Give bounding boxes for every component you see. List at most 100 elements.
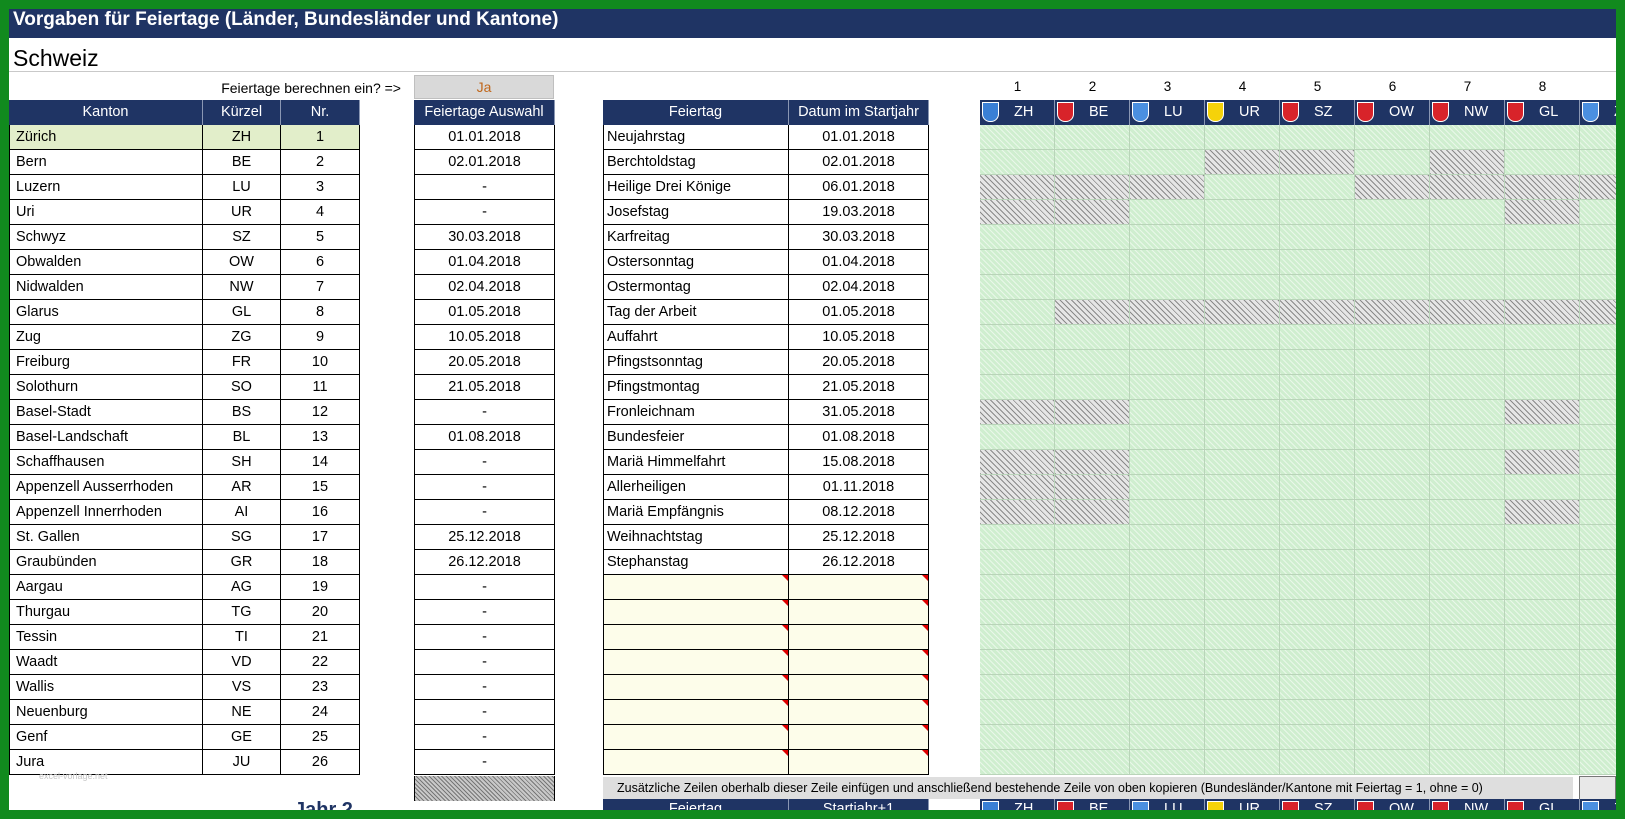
- table-cell[interactable]: Tessin: [9, 625, 203, 650]
- holiday-yes-cell[interactable]: [1130, 550, 1205, 575]
- table-cell[interactable]: Bern: [9, 150, 203, 175]
- holiday-yes-cell[interactable]: [1580, 425, 1616, 450]
- table-cell[interactable]: 23: [281, 675, 360, 700]
- holiday-yes-cell[interactable]: [1130, 225, 1205, 250]
- holiday-yes-cell[interactable]: [1355, 375, 1430, 400]
- holiday-no-cell[interactable]: [1580, 300, 1616, 325]
- table-cell[interactable]: NE: [203, 700, 281, 725]
- holiday-yes-cell[interactable]: [1430, 425, 1505, 450]
- holiday-yes-cell[interactable]: [1430, 350, 1505, 375]
- holiday-yes-cell[interactable]: [1280, 475, 1355, 500]
- holiday-yes-cell[interactable]: [1205, 400, 1280, 425]
- holiday-yes-cell[interactable]: [1355, 625, 1430, 650]
- feiertag-cell[interactable]: 01.05.2018: [789, 300, 929, 325]
- table-cell[interactable]: Freiburg: [9, 350, 203, 375]
- empty-input-cell[interactable]: [603, 650, 789, 675]
- holiday-yes-cell[interactable]: [1505, 150, 1580, 175]
- holiday-yes-cell[interactable]: [980, 750, 1055, 775]
- holiday-yes-cell[interactable]: [1505, 725, 1580, 750]
- empty-input-cell[interactable]: [603, 575, 789, 600]
- holiday-yes-cell[interactable]: [980, 700, 1055, 725]
- holiday-no-cell[interactable]: [980, 175, 1055, 200]
- holiday-yes-cell[interactable]: [1355, 275, 1430, 300]
- table-cell[interactable]: BE: [203, 150, 281, 175]
- holiday-yes-cell[interactable]: [1280, 125, 1355, 150]
- table-cell[interactable]: Zürich: [9, 125, 203, 150]
- table-cell[interactable]: Neuenburg: [9, 700, 203, 725]
- holiday-yes-cell[interactable]: [1430, 625, 1505, 650]
- selected-cell[interactable]: [1579, 776, 1616, 800]
- holiday-yes-cell[interactable]: [1055, 750, 1130, 775]
- feiertag-cell[interactable]: 10.05.2018: [789, 325, 929, 350]
- table-cell[interactable]: 26: [281, 750, 360, 775]
- holiday-no-cell[interactable]: [1055, 300, 1130, 325]
- holiday-yes-cell[interactable]: [1505, 600, 1580, 625]
- feiertag-cell[interactable]: 08.12.2018: [789, 500, 929, 525]
- table-cell[interactable]: Schaffhausen: [9, 450, 203, 475]
- table-cell[interactable]: BS: [203, 400, 281, 425]
- feiertag-cell[interactable]: Josefstag: [603, 200, 789, 225]
- table-cell[interactable]: 19: [281, 575, 360, 600]
- holiday-yes-cell[interactable]: [1430, 450, 1505, 475]
- holiday-yes-cell[interactable]: [1280, 650, 1355, 675]
- table-cell[interactable]: 21: [281, 625, 360, 650]
- table-cell[interactable]: 4: [281, 200, 360, 225]
- table-cell[interactable]: Uri: [9, 200, 203, 225]
- feiertag-cell[interactable]: Fronleichnam: [603, 400, 789, 425]
- holiday-yes-cell[interactable]: [1205, 225, 1280, 250]
- auswahl-cell[interactable]: -: [414, 650, 555, 675]
- holiday-yes-cell[interactable]: [1505, 525, 1580, 550]
- feiertag-cell[interactable]: 01.08.2018: [789, 425, 929, 450]
- holiday-yes-cell[interactable]: [1430, 475, 1505, 500]
- holiday-yes-cell[interactable]: [1355, 250, 1430, 275]
- table-cell[interactable]: GL: [203, 300, 281, 325]
- feiertag-cell[interactable]: Ostersonntag: [603, 250, 789, 275]
- table-cell[interactable]: 15: [281, 475, 360, 500]
- empty-input-cell[interactable]: [603, 700, 789, 725]
- holiday-no-cell[interactable]: [1505, 450, 1580, 475]
- holiday-yes-cell[interactable]: [1355, 200, 1430, 225]
- feiertag-cell[interactable]: Ostermontag: [603, 275, 789, 300]
- holiday-yes-cell[interactable]: [1430, 400, 1505, 425]
- feiertag-cell[interactable]: Heilige Drei Könige: [603, 175, 789, 200]
- holiday-yes-cell[interactable]: [980, 425, 1055, 450]
- holiday-yes-cell[interactable]: [1430, 525, 1505, 550]
- table-cell[interactable]: Schwyz: [9, 225, 203, 250]
- table-cell[interactable]: ZH: [203, 125, 281, 150]
- feiertag-cell[interactable]: Allerheiligen: [603, 475, 789, 500]
- holiday-yes-cell[interactable]: [1505, 275, 1580, 300]
- holiday-yes-cell[interactable]: [1280, 450, 1355, 475]
- table-cell[interactable]: 3: [281, 175, 360, 200]
- holiday-yes-cell[interactable]: [980, 600, 1055, 625]
- holiday-no-cell[interactable]: [1505, 200, 1580, 225]
- holiday-yes-cell[interactable]: [1355, 550, 1430, 575]
- holiday-yes-cell[interactable]: [1130, 600, 1205, 625]
- holiday-no-cell[interactable]: [1580, 175, 1616, 200]
- holiday-yes-cell[interactable]: [1430, 250, 1505, 275]
- table-cell[interactable]: Jura: [9, 750, 203, 775]
- holiday-yes-cell[interactable]: [1130, 325, 1205, 350]
- auswahl-cell[interactable]: -: [414, 575, 555, 600]
- holiday-yes-cell[interactable]: [1580, 375, 1616, 400]
- holiday-yes-cell[interactable]: [1505, 325, 1580, 350]
- empty-input-cell[interactable]: [789, 675, 929, 700]
- holiday-no-cell[interactable]: [1355, 300, 1430, 325]
- holiday-yes-cell[interactable]: [1580, 350, 1616, 375]
- auswahl-cell[interactable]: -: [414, 175, 555, 200]
- holiday-no-cell[interactable]: [1055, 500, 1130, 525]
- table-cell[interactable]: 17: [281, 525, 360, 550]
- holiday-yes-cell[interactable]: [1130, 400, 1205, 425]
- holiday-yes-cell[interactable]: [1355, 500, 1430, 525]
- holiday-yes-cell[interactable]: [1055, 125, 1130, 150]
- table-cell[interactable]: Luzern: [9, 175, 203, 200]
- holiday-yes-cell[interactable]: [1280, 325, 1355, 350]
- holiday-no-cell[interactable]: [1505, 400, 1580, 425]
- holiday-yes-cell[interactable]: [1055, 700, 1130, 725]
- holiday-yes-cell[interactable]: [1430, 675, 1505, 700]
- table-cell[interactable]: 7: [281, 275, 360, 300]
- holiday-yes-cell[interactable]: [1580, 550, 1616, 575]
- holiday-yes-cell[interactable]: [1130, 125, 1205, 150]
- table-cell[interactable]: Wallis: [9, 675, 203, 700]
- holiday-yes-cell[interactable]: [1580, 650, 1616, 675]
- holiday-yes-cell[interactable]: [1580, 450, 1616, 475]
